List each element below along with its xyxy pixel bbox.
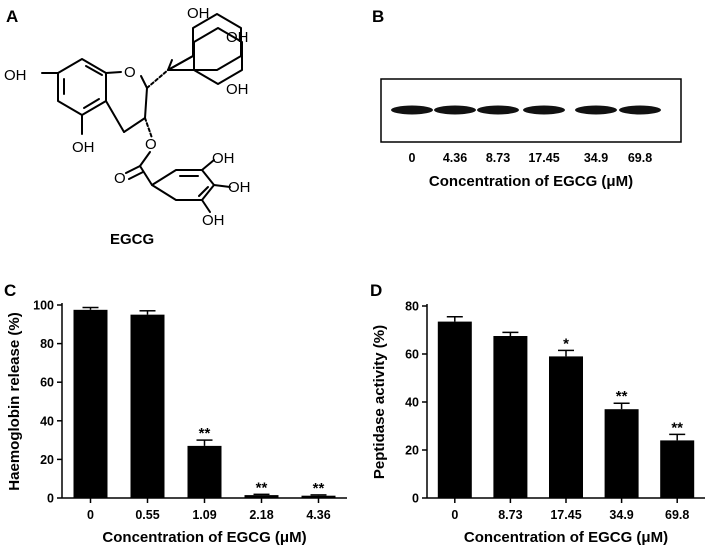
blot-band (434, 105, 476, 115)
hydroxyl-label-4pp: OH (228, 179, 251, 196)
x-tick-label: 0 (87, 508, 94, 522)
bar (187, 445, 222, 498)
bar (130, 314, 165, 498)
hydroxyl-label-5pp: OH (202, 212, 225, 229)
hydroxyl-label-4p: OH (226, 29, 249, 46)
y-tick-label: 40 (40, 414, 54, 428)
blot-band (523, 105, 565, 115)
x-axis-title: Concentration of EGCG (μM) (464, 529, 668, 546)
blot-lane-label: 17.45 (528, 151, 559, 165)
blot-lane-label: 69.8 (628, 151, 652, 165)
blot-lane-labels: 0 4.36 8.73 17.45 34.9 69.8 (409, 151, 653, 165)
y-tick-label: 80 (40, 337, 54, 351)
x-tick-label: 34.9 (609, 508, 633, 522)
y-tick-label: 80 (405, 300, 419, 314)
x-tick-label: 1.09 (192, 508, 216, 522)
y-axis-title: Haemoglobin release (%) (6, 312, 23, 490)
y-axis-title: Peptidase activity (%) (371, 325, 388, 479)
chart-c-plot: 0 20 40 60 80 100 0 0.55 1.09 ** 2.18 ** 4.36 ** Conce… (6, 299, 347, 546)
x-tick-label: 4.36 (306, 508, 330, 522)
bar (244, 495, 279, 498)
y-tick-label: 60 (40, 376, 54, 390)
significance-label: ** (671, 419, 683, 436)
ring-b-drawing (167, 59, 173, 71)
hydroxyl-label-3pp: OH (212, 150, 235, 167)
x-tick-label: 69.8 (665, 508, 689, 522)
blot-band (477, 105, 519, 115)
y-tick-label: 40 (405, 396, 419, 410)
blot-band (619, 105, 661, 115)
bar (73, 309, 108, 498)
bar (301, 495, 336, 498)
ester-oxygen-label: O (145, 136, 157, 153)
bar (604, 409, 639, 498)
y-tick-label: 60 (405, 348, 419, 362)
significance-label: * (563, 335, 569, 352)
panel-d-chart: D 0 20 40 60 80 0 8.73 17.45 * 34.9 ** 69.8 ** Concen… (370, 281, 705, 546)
blot-lane-label: 4.36 (443, 151, 467, 165)
significance-label: ** (616, 388, 628, 405)
panel-letter-c: C (4, 281, 16, 300)
blot-lane-label: 0 (409, 151, 416, 165)
significance-label: ** (199, 425, 211, 442)
hydroxyl-label-5p: OH (226, 81, 249, 98)
hydroxyl-label-3p: OH (187, 5, 210, 22)
ring-oxygen-label: O (124, 64, 136, 81)
bar (437, 321, 472, 498)
y-tick-label: 0 (47, 492, 54, 506)
y-tick-label: 20 (40, 453, 54, 467)
hydroxyl-label-7: OH (4, 67, 27, 84)
egcg-structure-drawing (41, 13, 243, 213)
compound-name: EGCG (110, 231, 154, 248)
panel-letter-b: B (372, 7, 384, 26)
blot-band (575, 105, 617, 115)
bar (493, 336, 528, 498)
panel-c-chart: C 0 20 40 60 80 100 0 0.55 1.09 ** 2.18 ** 4.36 ** Con… (4, 281, 347, 546)
x-tick-label: 0 (451, 508, 458, 522)
bar (549, 356, 583, 498)
blot-band (391, 105, 433, 115)
panel-letter-d: D (370, 281, 382, 300)
y-tick-label: 0 (412, 492, 419, 506)
blot-lane-label: 34.9 (584, 151, 608, 165)
carbonyl-oxygen-label: O (114, 170, 126, 187)
panel-letter-a: A (6, 7, 18, 26)
x-tick-label: 0.55 (135, 508, 159, 522)
chart-d-plot: 0 20 40 60 80 0 8.73 17.45 * 34.9 ** 69.8 ** Concentr… (371, 300, 705, 546)
y-tick-label: 20 (405, 444, 419, 458)
blot-lane-label: 8.73 (486, 151, 510, 165)
panel-b-blot: B 0 4.36 8.73 17.45 34.9 69.8 Concentration o… (372, 7, 682, 190)
x-tick-label: 17.45 (550, 508, 581, 522)
blot-bands (391, 105, 661, 115)
y-tick-label: 100 (33, 299, 54, 313)
panel-a-structure: A (4, 5, 251, 248)
x-axis-title: Concentration of EGCG (μM) (102, 529, 306, 546)
significance-label: ** (313, 480, 325, 497)
x-tick-label: 2.18 (249, 508, 273, 522)
significance-label: ** (256, 479, 268, 496)
blot-x-axis-title: Concentration of EGCG (μM) (429, 173, 633, 190)
hydroxyl-label-5: OH (72, 139, 95, 156)
x-tick-label: 8.73 (498, 508, 522, 522)
bar (660, 440, 695, 498)
